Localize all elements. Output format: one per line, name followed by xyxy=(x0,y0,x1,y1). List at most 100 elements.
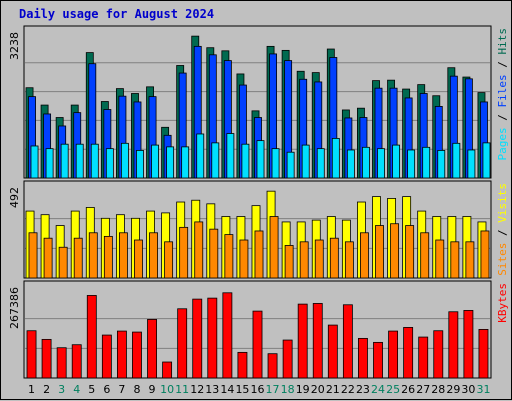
bar-kbytes-day-6 xyxy=(101,334,112,379)
bar-pages-day-24 xyxy=(377,148,385,179)
x-tick-day-19: 19 xyxy=(296,383,310,396)
bar-sites-day-3 xyxy=(58,246,68,279)
bar-sites-day-10 xyxy=(164,241,174,279)
bar-sites-day-6 xyxy=(103,235,113,279)
bar-kbytes-day-20 xyxy=(312,303,323,379)
bar-pages-day-21 xyxy=(331,138,340,179)
x-tick-day-31: 31 xyxy=(476,383,490,396)
series-label-pages: Pages xyxy=(496,127,509,160)
bar-sites-day-23 xyxy=(360,232,369,279)
bar-kbytes-day-25 xyxy=(388,330,399,379)
bar-pages-day-2 xyxy=(45,148,54,179)
bar-pages-day-15 xyxy=(241,143,250,179)
series-label-files: Files xyxy=(496,74,509,107)
bar-pages-day-18 xyxy=(286,151,295,179)
x-tick-day-4: 4 xyxy=(73,383,80,396)
bar-pages-day-1 xyxy=(30,145,39,179)
bar-sites-day-14 xyxy=(224,234,234,279)
bar-sites-day-5 xyxy=(88,232,98,279)
series-label-hits: Hits xyxy=(496,28,509,55)
x-tick-day-14: 14 xyxy=(220,383,234,396)
bar-kbytes-day-24 xyxy=(373,341,383,379)
bar-pages-day-29 xyxy=(452,142,461,179)
ymax-label-visits-sites: 492 xyxy=(8,187,21,208)
bar-sites-day-11 xyxy=(179,226,189,279)
x-tick-day-11: 11 xyxy=(175,383,189,396)
bar-pages-day-4 xyxy=(75,143,84,179)
x-tick-day-10: 10 xyxy=(160,383,174,396)
x-tick-day-18: 18 xyxy=(281,383,295,396)
bar-kbytes-day-8 xyxy=(132,331,142,379)
x-tick-day-23: 23 xyxy=(356,383,370,396)
bar-sites-day-8 xyxy=(134,239,143,279)
bar-kbytes-day-23 xyxy=(358,337,368,379)
bar-sites-day-31 xyxy=(480,230,490,279)
bar-kbytes-day-27 xyxy=(418,336,429,379)
bar-kbytes-day-5 xyxy=(86,295,97,379)
bar-sites-day-26 xyxy=(405,225,415,279)
bar-sites-day-28 xyxy=(435,239,445,279)
bar-pages-day-22 xyxy=(346,149,355,179)
x-tick-day-29: 29 xyxy=(446,383,460,396)
bar-sites-day-25 xyxy=(390,223,400,279)
bar-kbytes-day-22 xyxy=(342,304,353,379)
bar-pages-day-10 xyxy=(166,146,175,179)
bar-kbytes-day-2 xyxy=(41,338,52,379)
series-label-group: KBytes xyxy=(496,283,509,323)
bar-pages-day-7 xyxy=(120,142,129,179)
x-tick-day-6: 6 xyxy=(103,383,110,396)
x-tick-day-7: 7 xyxy=(118,383,125,396)
x-tick-day-26: 26 xyxy=(401,383,415,396)
bar-pages-day-8 xyxy=(136,150,144,179)
ymax-label-kbytes: 267386 xyxy=(8,287,21,329)
bar-kbytes-day-11 xyxy=(177,308,188,379)
bar-sites-day-30 xyxy=(465,241,475,279)
bar-pages-day-27 xyxy=(422,146,431,179)
series-label-: / xyxy=(496,108,509,128)
x-tick-day-24: 24 xyxy=(371,383,385,396)
x-tick-day-5: 5 xyxy=(88,383,95,396)
bar-pages-day-31 xyxy=(482,142,491,179)
bar-pages-day-11 xyxy=(181,146,190,179)
bar-kbytes-day-1 xyxy=(26,330,37,379)
bar-kbytes-day-29 xyxy=(448,311,459,379)
x-tick-day-9: 9 xyxy=(149,383,156,396)
bar-pages-day-14 xyxy=(226,133,235,179)
bar-sites-day-19 xyxy=(299,241,309,279)
x-tick-day-8: 8 xyxy=(133,383,140,396)
bar-kbytes-day-31 xyxy=(478,328,489,379)
x-tick-day-3: 3 xyxy=(58,383,65,396)
bar-pages-day-20 xyxy=(316,148,325,179)
bar-sites-day-13 xyxy=(209,228,219,279)
bar-kbytes-day-18 xyxy=(282,339,293,379)
bar-kbytes-day-16 xyxy=(252,310,263,379)
bar-pages-day-12 xyxy=(196,133,205,179)
bar-sites-day-22 xyxy=(344,241,354,279)
series-label-: / xyxy=(496,223,509,243)
x-tick-day-25: 25 xyxy=(386,383,400,396)
series-label-kbytes: KBytes xyxy=(496,283,509,323)
bar-sites-day-27 xyxy=(420,232,430,279)
x-tick-day-30: 30 xyxy=(461,383,475,396)
bar-sites-day-16 xyxy=(254,230,264,279)
series-label-sites: Sites xyxy=(496,243,509,276)
bar-kbytes-day-10 xyxy=(162,361,173,379)
x-tick-day-28: 28 xyxy=(431,383,445,396)
series-label-visits: Visits xyxy=(496,183,509,223)
bar-pages-day-13 xyxy=(211,142,220,179)
bar-sites-day-7 xyxy=(118,232,128,279)
series-label-group: Pages / Files / Hits xyxy=(496,28,509,161)
bar-sites-day-17 xyxy=(269,216,279,279)
bar-pages-day-5 xyxy=(90,143,99,179)
x-tick-day-20: 20 xyxy=(311,383,325,396)
bar-pages-day-30 xyxy=(467,149,476,179)
bar-pages-day-28 xyxy=(437,150,446,179)
bar-sites-day-1 xyxy=(28,232,38,279)
bar-pages-day-16 xyxy=(256,140,265,179)
bar-pages-day-9 xyxy=(151,144,159,179)
bar-sites-day-29 xyxy=(450,241,460,279)
bar-pages-day-6 xyxy=(105,148,114,179)
chart-title: Daily usage for August 2024 xyxy=(19,7,214,21)
